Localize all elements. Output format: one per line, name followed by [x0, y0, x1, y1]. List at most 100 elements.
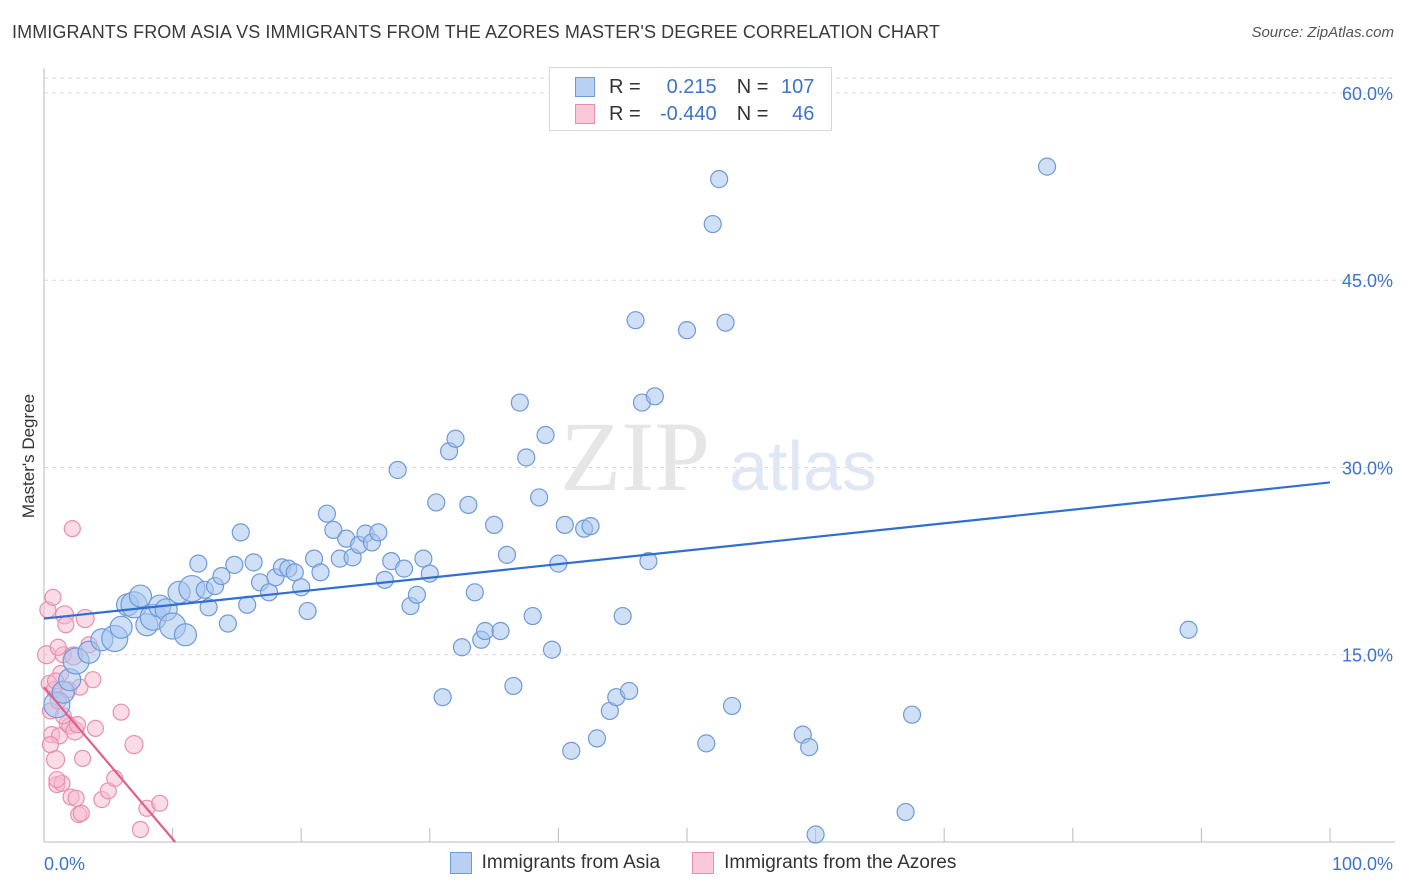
data-point-azores: [112, 703, 130, 721]
chart-title: IMMIGRANTS FROM ASIA VS IMMIGRANTS FROM …: [12, 22, 940, 42]
data-point-asia: [613, 606, 632, 626]
data-point-asia: [716, 313, 735, 332]
legend-r-label: R =: [609, 75, 641, 98]
data-point-asia: [298, 601, 317, 621]
legend-label-asia: Immigrants from Asia: [481, 852, 661, 873]
data-point-asia: [697, 734, 716, 753]
legend-r-label: R =: [609, 102, 641, 125]
data-point-asia: [452, 638, 472, 657]
data-point-asia: [530, 488, 549, 507]
data-point-asia: [1037, 157, 1057, 176]
data-point-asia: [433, 688, 452, 707]
trend-line-azores: [43, 686, 177, 843]
data-point-azores: [63, 520, 81, 538]
data-point-asia: [620, 681, 639, 701]
legend-n-value: 46: [792, 102, 815, 125]
data-point-asia: [189, 554, 208, 573]
data-point-azores: [75, 608, 95, 629]
data-point-asia: [639, 552, 658, 571]
data-point-azores: [72, 804, 90, 822]
legend-r-value: -0.440: [659, 102, 717, 125]
data-point-azores: [41, 736, 60, 754]
legend-swatch-azores: [692, 852, 715, 874]
data-point-asia: [311, 563, 330, 582]
legend-swatch-asia: [449, 852, 472, 874]
legend-row-asia: R = 0.215 N = 107: [575, 74, 814, 100]
data-point-asia: [485, 515, 504, 535]
data-point-asia: [225, 555, 244, 574]
legend-item-azores: Immigrants from the Azores: [692, 852, 956, 874]
data-point-azores: [73, 749, 92, 767]
x-tick-label: 0.0%: [44, 854, 85, 874]
data-point-asia: [173, 623, 198, 647]
y-axis-label: Master's Degree: [19, 394, 38, 518]
data-point-asia: [475, 621, 495, 641]
data-point-azores: [124, 735, 144, 755]
x-tick-label: 100.0%: [1332, 854, 1393, 874]
y-tick-label: 60.0%: [1342, 84, 1393, 104]
data-point-asia: [587, 729, 607, 748]
series-legend: Immigrants from Asia Immigrants from the…: [0, 852, 1406, 874]
data-point-asia: [317, 504, 337, 523]
data-point-asia: [446, 429, 465, 448]
data-point-azores: [45, 750, 66, 770]
series-azores-points: [36, 520, 169, 839]
data-point-asia: [394, 559, 414, 578]
series-asia-points: [43, 157, 1198, 844]
data-point-azores: [86, 719, 105, 737]
data-point-asia: [710, 170, 729, 189]
y-tick-label: 45.0%: [1342, 271, 1393, 291]
legend-swatch-asia: [575, 77, 595, 97]
data-point-asia: [199, 598, 218, 617]
legend-swatch-azores: [575, 104, 595, 124]
data-point-azores: [57, 616, 75, 634]
data-point-asia: [536, 425, 555, 445]
data-point-asia: [427, 493, 446, 512]
data-point-asia: [896, 802, 915, 822]
data-point-asia: [292, 578, 311, 597]
y-tick-label: 15.0%: [1342, 646, 1393, 666]
data-point-asia: [285, 563, 304, 582]
data-point-asia: [414, 549, 433, 568]
data-point-asia: [800, 738, 819, 757]
data-point-asia: [459, 495, 478, 515]
data-point-asia: [677, 321, 697, 340]
data-point-asia: [244, 553, 263, 572]
data-point-azores: [131, 820, 150, 839]
data-point-asia: [465, 583, 484, 602]
data-point-azores: [49, 638, 67, 656]
legend-item-asia: Immigrants from Asia: [449, 852, 661, 874]
data-point-asia: [109, 615, 133, 639]
data-point-azores: [44, 588, 62, 606]
data-point-asia: [212, 566, 231, 586]
legend-row-azores: R = -0.440 N = 46: [575, 101, 814, 127]
axes: [43, 68, 1395, 843]
data-point-asia: [218, 614, 237, 633]
data-point-asia: [902, 705, 922, 724]
legend-label-azores: Immigrants from the Azores: [724, 852, 957, 873]
legend-n-value: 107: [781, 75, 815, 98]
data-point-azores: [67, 789, 85, 807]
data-point-asia: [491, 621, 510, 641]
stats-legend: R = 0.215 N = 107 R = -0.440 N = 46: [549, 67, 832, 131]
data-point-asia: [722, 696, 742, 716]
data-point-asia: [542, 640, 562, 659]
source-label: Source: ZipAtlas.com: [1251, 24, 1394, 41]
legend-r-value: 0.215: [666, 75, 717, 98]
watermark-zip: ZIP: [560, 401, 710, 512]
data-point-asia: [555, 515, 574, 535]
legend-n-label: N =: [736, 75, 769, 98]
data-point-azores: [48, 770, 66, 789]
data-point-azores: [151, 794, 169, 812]
data-point-asia: [703, 214, 722, 234]
data-point-asia: [504, 676, 523, 696]
data-point-asia: [806, 825, 825, 844]
data-point-asia: [238, 595, 257, 614]
y-tick-label: 30.0%: [1342, 458, 1393, 478]
data-point-asia: [375, 570, 394, 589]
data-point-asia: [510, 393, 529, 412]
data-point-asia: [626, 311, 645, 330]
trend-line-asia: [43, 481, 1331, 620]
data-point-asia: [369, 523, 388, 542]
